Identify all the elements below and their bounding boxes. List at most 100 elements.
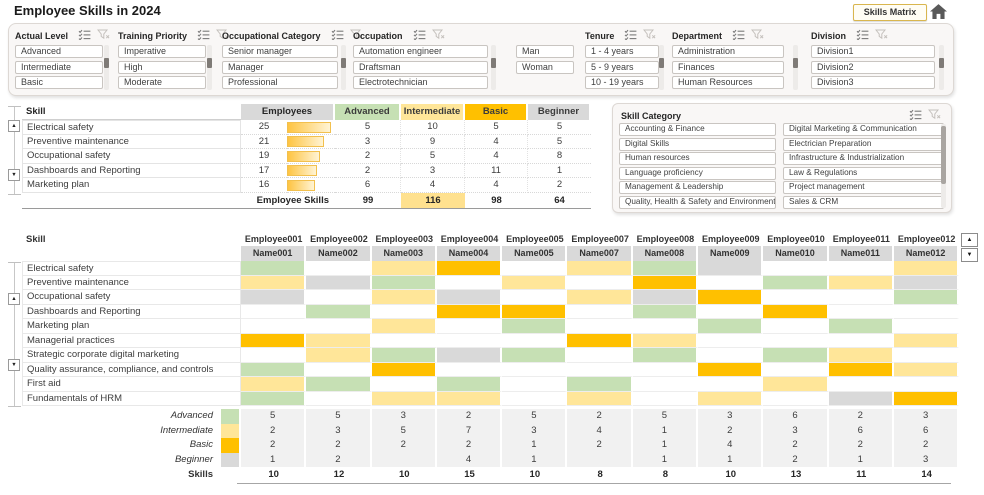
skill-name: Marketing plan bbox=[22, 319, 241, 334]
matrix-row: Fundamentals of HRM bbox=[8, 391, 984, 406]
tenure-option[interactable]: 10 - 19 years bbox=[585, 76, 659, 89]
clear-filter-icon[interactable] bbox=[349, 27, 363, 45]
slicer-scrollbar[interactable] bbox=[659, 45, 664, 90]
skill-category-option[interactable]: Project management bbox=[783, 181, 944, 194]
matrix-cell bbox=[632, 377, 699, 392]
matrix-cell bbox=[893, 391, 960, 406]
level-count: 10 bbox=[401, 120, 465, 135]
clear-filter-icon[interactable] bbox=[927, 107, 941, 125]
division-option[interactable]: Division2 bbox=[811, 60, 935, 74]
multiselect-icon[interactable] bbox=[197, 27, 210, 45]
slicer-scrollbar[interactable] bbox=[207, 45, 212, 90]
gender-option[interactable]: Man bbox=[516, 45, 574, 58]
occupational-category-option[interactable]: Senior manager bbox=[222, 45, 338, 58]
filter-panel: Actual Level Advanced Intermediate Basic Tr… bbox=[8, 23, 954, 96]
matrix-cell bbox=[436, 348, 503, 363]
clear-filter-icon[interactable] bbox=[215, 27, 229, 45]
skills-table-scrollbar[interactable]: ▲ ▼ bbox=[8, 106, 21, 195]
employee-name-header: Name002 bbox=[306, 246, 372, 261]
gender-option[interactable]: Woman bbox=[516, 60, 574, 74]
skill-category-option[interactable]: Human resources bbox=[619, 152, 776, 165]
slicer-scrollbar[interactable] bbox=[104, 45, 109, 90]
home-icon[interactable] bbox=[930, 4, 947, 19]
skills-matrix-button[interactable]: Skills Matrix bbox=[853, 4, 927, 21]
slicer-scrollbar[interactable] bbox=[939, 45, 944, 90]
skill-category-option[interactable]: Infrastructure & Industrialization bbox=[783, 152, 944, 165]
employee-name-header: Name008 bbox=[632, 246, 699, 261]
table-row: Marketing plan 16 6 4 4 2 bbox=[8, 178, 608, 193]
employee-name-header: Name012 bbox=[893, 246, 960, 261]
multiselect-icon[interactable] bbox=[732, 27, 745, 45]
skill-category-option[interactable]: Digital Marketing & Communication bbox=[783, 123, 944, 136]
actual-level-icons bbox=[78, 27, 110, 45]
level-count: 3 bbox=[335, 134, 401, 149]
actual-level-option[interactable]: Basic bbox=[15, 76, 103, 89]
matrix-cell bbox=[241, 377, 307, 392]
actual-level-option[interactable]: Advanced bbox=[15, 45, 103, 58]
division-option[interactable]: Division3 bbox=[811, 76, 935, 89]
skill-category-option[interactable]: Accounting & Finance bbox=[619, 123, 776, 136]
training-priority-option[interactable]: Imperative bbox=[118, 45, 206, 58]
matrix-scroll-down-button[interactable]: ▼ bbox=[961, 247, 978, 262]
department-option[interactable]: Administration bbox=[672, 45, 784, 58]
clear-filter-icon[interactable] bbox=[643, 27, 656, 45]
training-priority-option[interactable]: High bbox=[118, 60, 206, 74]
summary-value: 2 bbox=[241, 438, 307, 453]
slicer-scrollbar[interactable] bbox=[341, 45, 346, 90]
skill-category-option[interactable]: Digital Skills bbox=[619, 137, 776, 151]
skill-name: Dashboards and Reporting bbox=[22, 163, 241, 178]
skill-category-scrollbar[interactable] bbox=[941, 124, 946, 208]
level-count: 6 bbox=[335, 178, 401, 193]
skill-category-option[interactable]: Quality, Health & Safety and Environment… bbox=[619, 195, 776, 209]
skill-category-option[interactable]: Language proficiency bbox=[619, 166, 776, 180]
department-option[interactable]: Finances bbox=[672, 60, 784, 74]
clear-filter-icon[interactable] bbox=[96, 27, 110, 45]
clear-filter-icon[interactable] bbox=[874, 27, 888, 45]
scroll-down-button[interactable]: ▼ bbox=[8, 169, 20, 181]
matrix-row: First aid bbox=[8, 377, 984, 392]
occupational-category-option[interactable]: Professional bbox=[222, 76, 338, 89]
training-priority-option[interactable]: Moderate bbox=[118, 76, 206, 89]
spacer bbox=[22, 246, 241, 261]
clear-filter-icon[interactable] bbox=[750, 27, 764, 45]
skill-category-option[interactable]: Management & Leadership bbox=[619, 181, 776, 194]
clear-filter-icon[interactable] bbox=[431, 27, 445, 45]
multiselect-icon[interactable] bbox=[856, 27, 869, 45]
tenure-option[interactable]: 5 - 9 years bbox=[585, 60, 659, 74]
employee-id-header: Employee005 bbox=[506, 234, 564, 244]
scroll-down-button[interactable]: ▼ bbox=[8, 359, 20, 371]
occupational-category-option[interactable]: Manager bbox=[222, 60, 338, 74]
skill-category-option[interactable]: Sales & CRM bbox=[783, 195, 944, 209]
occupation-option[interactable]: Automation engineer bbox=[353, 45, 488, 58]
tenure-option[interactable]: 1 - 4 years bbox=[585, 45, 659, 58]
slicer-scrollbar[interactable] bbox=[793, 45, 798, 90]
occupation-option[interactable]: Electrotechnician bbox=[353, 76, 488, 89]
slicer-gender: Man Woman bbox=[516, 45, 574, 76]
matrix-cell bbox=[241, 391, 307, 406]
multiselect-icon[interactable] bbox=[909, 107, 922, 125]
skill-category-option[interactable]: Law & Regulations bbox=[783, 166, 944, 180]
scroll-up-button[interactable]: ▲ bbox=[8, 120, 20, 132]
page-title: Employee Skills in 2024 bbox=[14, 3, 161, 18]
multiselect-icon[interactable] bbox=[413, 27, 426, 45]
division-option[interactable]: Division1 bbox=[811, 45, 935, 58]
table-row: Preventive maintenance 21 3 9 4 5 bbox=[8, 134, 608, 149]
multiselect-icon[interactable] bbox=[331, 27, 344, 45]
department-option[interactable]: Human Resources bbox=[672, 76, 784, 89]
matrix-cell bbox=[763, 290, 829, 305]
level-column-header: Advanced bbox=[335, 104, 401, 120]
summary-level-label: Advanced bbox=[170, 410, 213, 421]
multiselect-icon[interactable] bbox=[624, 27, 637, 45]
slicer-scrollbar[interactable] bbox=[491, 45, 496, 90]
totals-value: 64 bbox=[528, 193, 591, 209]
matrix-scroll-up-button[interactable]: ▲ bbox=[961, 233, 978, 247]
actual-level-option[interactable]: Intermediate bbox=[15, 60, 103, 74]
summary-value: 6 bbox=[893, 423, 960, 438]
occupation-option[interactable]: Draftsman bbox=[353, 60, 488, 74]
skill-category-option[interactable]: Electrician Preparation bbox=[783, 137, 944, 151]
multiselect-icon[interactable] bbox=[78, 27, 91, 45]
skills-total-value: 10 bbox=[268, 469, 279, 480]
matrix-scrollbar[interactable]: ▲ ▼ bbox=[8, 262, 21, 407]
matrix-cell bbox=[436, 391, 503, 406]
scroll-up-button[interactable]: ▲ bbox=[8, 293, 20, 305]
